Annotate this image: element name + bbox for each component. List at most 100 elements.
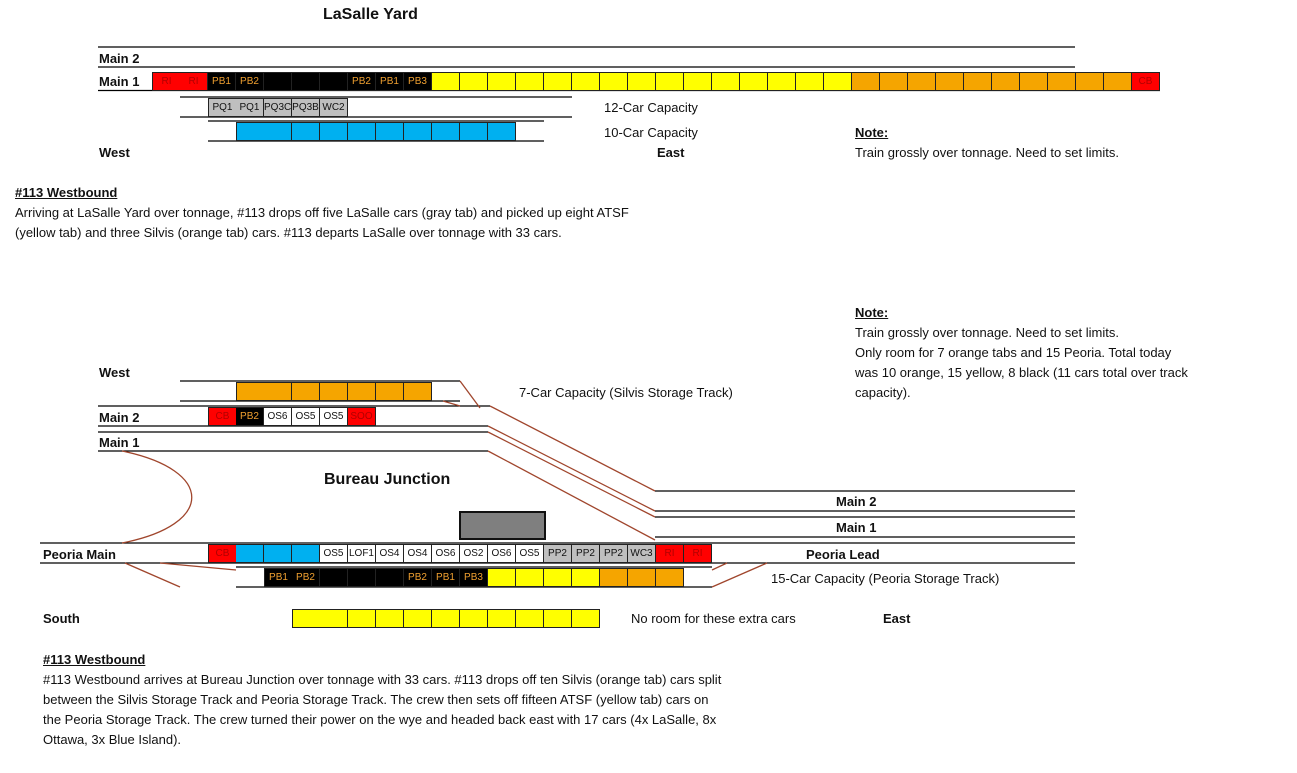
note-line: Only room for 7 orange tabs and 15 Peori… xyxy=(855,345,1172,360)
rail-car xyxy=(460,122,488,141)
rail-car xyxy=(348,568,376,587)
rail-car xyxy=(320,72,348,91)
note-line: capacity). xyxy=(855,385,911,400)
rail-car xyxy=(1076,72,1104,91)
capacity-15-label: 15-Car Capacity (Peoria Storage Track) xyxy=(771,571,1000,586)
rail-car: PB3 xyxy=(404,72,432,91)
rail-car xyxy=(404,122,432,141)
east-label-bureau: East xyxy=(883,611,911,626)
bureau-junction-title: Bureau Junction xyxy=(324,471,451,488)
rail-car: PB3 xyxy=(460,568,488,587)
rail-car xyxy=(684,72,712,91)
rail-car xyxy=(600,72,628,91)
peoria-main-label: Peoria Main xyxy=(43,547,116,562)
rail-car: OS5 xyxy=(320,407,348,426)
rail-car xyxy=(236,382,265,401)
rail-car xyxy=(236,122,265,141)
rail-car xyxy=(572,609,600,628)
rail-car xyxy=(656,568,684,587)
rail-car xyxy=(432,122,460,141)
rail-car xyxy=(628,568,656,587)
rail-car xyxy=(600,568,628,587)
rail-car: PB1 xyxy=(376,72,404,91)
rail-car xyxy=(488,72,516,91)
note-line: was 10 orange, 15 yellow, 8 black (11 ca… xyxy=(855,365,1188,380)
rail-car xyxy=(376,382,404,401)
rail-car: OS4 xyxy=(376,544,404,563)
rail-car: OS6 xyxy=(264,407,292,426)
rail-car xyxy=(404,382,432,401)
rail-car xyxy=(516,72,544,91)
rail-car: PB2 xyxy=(404,568,432,587)
note-text: Train grossly over tonnage. Need to set … xyxy=(855,145,1119,160)
rail-car: OS5 xyxy=(320,544,348,563)
story-text-bureau: #113 Westbound arrives at Bureau Junctio… xyxy=(43,672,722,747)
rail-car xyxy=(1048,72,1076,91)
rail-car: LOF1 xyxy=(348,544,376,563)
story-text: Arriving at LaSalle Yard over tonnage, #… xyxy=(15,205,629,240)
rail-car: RI xyxy=(684,544,712,563)
west-label: West xyxy=(99,145,130,160)
rail-car: PP2 xyxy=(600,544,628,563)
rail-car: PQ3C xyxy=(264,98,292,117)
rail-car xyxy=(264,544,292,563)
note-title-bureau: Note: xyxy=(855,305,889,320)
rail-car xyxy=(572,568,600,587)
rail-car: PB1 xyxy=(264,568,293,587)
rail-car: PP2 xyxy=(544,544,572,563)
note-line: Train grossly over tonnage. Need to set … xyxy=(855,325,1119,340)
rail-car xyxy=(880,72,908,91)
capacity-12-label: 12-Car Capacity xyxy=(604,100,698,115)
rail-car: SOO xyxy=(348,407,376,426)
rail-car xyxy=(320,122,348,141)
rail-car: PB2 xyxy=(292,568,320,587)
rail-car xyxy=(348,382,376,401)
rail-car xyxy=(292,72,320,91)
rail-car: PB1 xyxy=(208,72,236,91)
note-title: Note: xyxy=(855,125,889,140)
rail-car xyxy=(824,72,852,91)
rail-car xyxy=(628,72,656,91)
rail-car xyxy=(516,568,544,587)
rail-car: PQ1 xyxy=(236,98,264,117)
rail-car: PB2 xyxy=(348,72,376,91)
rail-car xyxy=(320,382,348,401)
rail-car: OS6 xyxy=(432,544,460,563)
rail-car xyxy=(432,609,460,628)
rail-car xyxy=(264,72,292,91)
rail-car xyxy=(236,544,264,563)
rail-car xyxy=(712,72,740,91)
capacity-7-label: 7-Car Capacity (Silvis Storage Track) xyxy=(519,385,733,400)
rail-car xyxy=(292,609,321,628)
rail-car xyxy=(768,72,796,91)
rail-car xyxy=(908,72,936,91)
rail-car: PB2 xyxy=(236,407,264,426)
rail-car xyxy=(432,72,460,91)
main1-label: Main 1 xyxy=(99,74,140,89)
no-room-label: No room for these extra cars xyxy=(631,611,796,626)
south-label: South xyxy=(43,611,80,626)
main1-label-bureau: Main 1 xyxy=(99,435,140,450)
rail-car xyxy=(488,122,516,141)
rail-car xyxy=(852,72,880,91)
rail-car xyxy=(516,609,544,628)
peoria-lead-label: Peoria Lead xyxy=(806,547,880,562)
story-title-bureau: #113 Westbound xyxy=(43,652,146,667)
rail-car xyxy=(656,72,684,91)
rail-car xyxy=(488,568,516,587)
rail-car: OS4 xyxy=(404,544,432,563)
rail-car xyxy=(320,568,348,587)
rail-car: OS5 xyxy=(516,544,544,563)
rail-car: CB xyxy=(208,407,237,426)
rail-car xyxy=(376,568,404,587)
rail-car xyxy=(544,609,572,628)
rail-car xyxy=(292,122,320,141)
rail-car: PP2 xyxy=(572,544,600,563)
main2-label: Main 2 xyxy=(99,51,140,66)
rail-car: OS5 xyxy=(292,407,320,426)
rail-car xyxy=(544,568,572,587)
west-label-bureau: West xyxy=(99,365,130,380)
rail-car: OS2 xyxy=(460,544,488,563)
main2-label-bureau: Main 2 xyxy=(99,410,140,425)
